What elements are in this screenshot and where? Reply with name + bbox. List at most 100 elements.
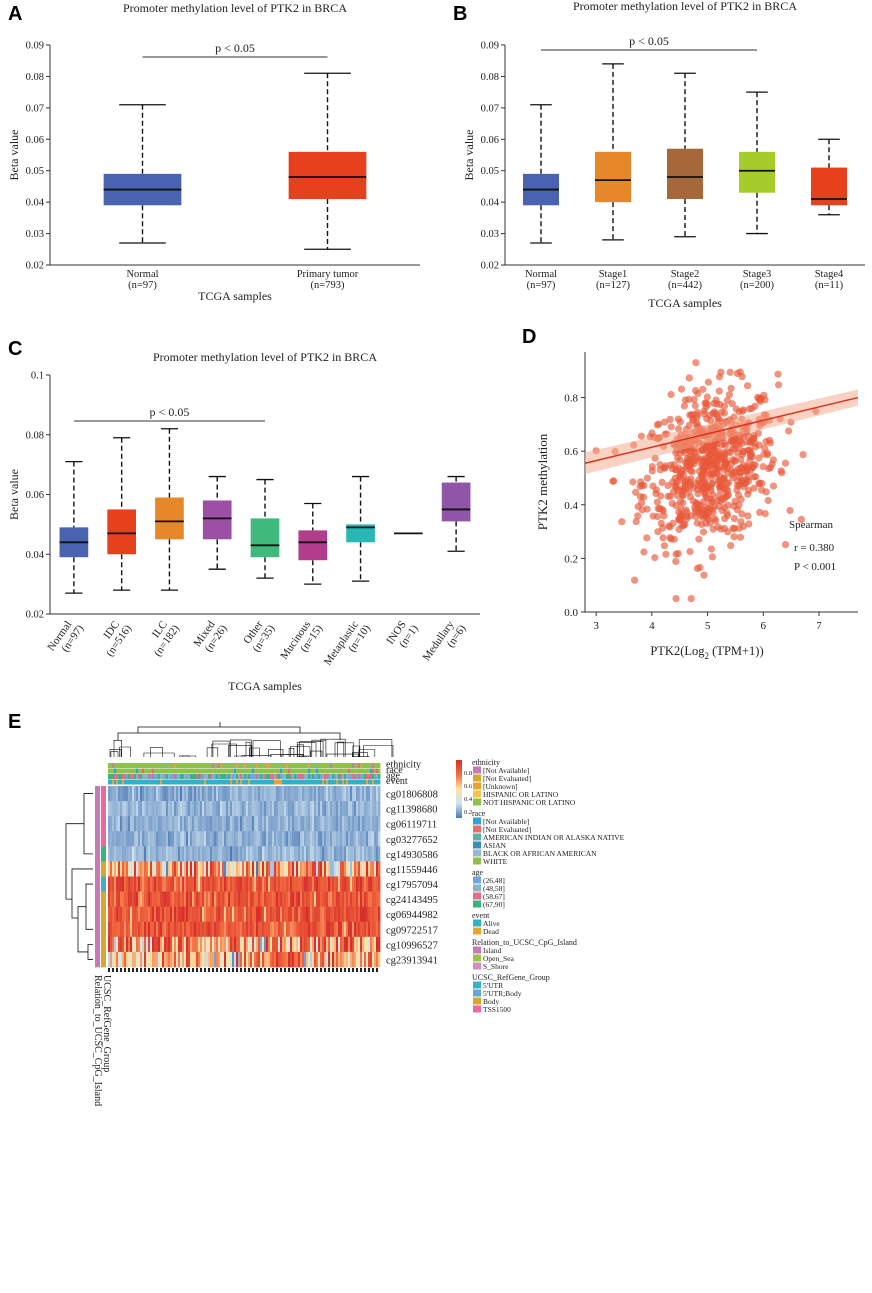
annotation-track-cell — [224, 768, 227, 774]
heatmap-cell — [138, 801, 141, 817]
heatmap-cell — [354, 906, 357, 923]
heatmap-cell — [138, 816, 141, 832]
annotation-track-cell — [142, 763, 145, 768]
annotation-track-cell — [252, 763, 255, 768]
annotation-track-cell — [164, 774, 167, 779]
column-tick — [220, 968, 222, 972]
annotation-track-cell — [304, 763, 307, 768]
annotation-track-cell — [164, 768, 167, 774]
heatmap-cell — [200, 816, 203, 832]
scatter-point — [682, 485, 690, 493]
dendrogram-branch — [311, 739, 327, 757]
legend-item-label: NOT HISPANIC OR LATINO — [483, 798, 576, 807]
annotation-track-cell — [340, 779, 343, 785]
side-track-cpg-island — [95, 906, 100, 923]
heatmap-cell — [298, 876, 301, 892]
heatmap-cell — [224, 801, 227, 817]
heatmap-cell — [130, 936, 133, 953]
annotation-track-cell — [310, 763, 313, 768]
heatmap-cell — [122, 951, 125, 968]
heatmap-cell — [128, 846, 131, 862]
legend-item-label: (58,67] — [483, 892, 505, 901]
heatmap-cell — [216, 816, 219, 832]
annotation-track-cell — [316, 779, 319, 785]
scatter-point — [634, 512, 642, 520]
x-category-label: Normal — [126, 269, 158, 280]
heatmap-cell — [128, 801, 131, 817]
heatmap-cell — [122, 816, 125, 832]
heatmap-cell — [358, 831, 361, 847]
annotation-track-cell — [320, 779, 323, 785]
annotation-track-cell — [256, 779, 259, 785]
heatmap-cell — [262, 816, 265, 832]
legend-section-title: event — [472, 911, 490, 920]
heatmap-cell — [328, 801, 331, 817]
heatmap-cell — [316, 891, 319, 907]
annotation-track-cell — [134, 774, 137, 779]
annotation-track-cell — [364, 768, 367, 774]
heatmap-cell — [196, 936, 199, 953]
heatmap-cell — [226, 876, 229, 892]
heatmap-cell — [286, 816, 289, 832]
heatmap-cell — [340, 831, 343, 847]
heatmap-cell — [284, 861, 287, 877]
x-axis-title: TCGA samples — [198, 289, 272, 303]
heatmap-cell — [236, 876, 239, 892]
annotation-track-cell — [152, 768, 155, 774]
heatmap-cell — [352, 906, 355, 923]
heatmap-cell — [180, 921, 183, 938]
heatmap-cell — [252, 861, 255, 877]
heatmap-cell — [356, 951, 359, 968]
annotation-track-label: event — [386, 776, 408, 787]
heatmap-cell — [306, 936, 309, 953]
heatmap-cell — [204, 846, 207, 862]
heatmap-cell — [286, 861, 289, 877]
heatmap-cell — [146, 936, 149, 953]
heatmap-cell — [162, 936, 165, 953]
heatmap-cell — [344, 861, 347, 877]
heatmap-cell — [136, 846, 139, 862]
heatmap-cell — [374, 951, 377, 968]
heatmap-cell — [270, 906, 273, 923]
heatmap-cell — [232, 876, 235, 892]
heatmap-cell — [128, 786, 131, 802]
heatmap-cell — [156, 891, 159, 907]
annotation-track-cell — [268, 774, 271, 779]
heatmap-cell — [172, 891, 175, 907]
scatter-point — [763, 449, 772, 457]
heatmap-cell — [160, 846, 163, 862]
annotation-track-cell — [288, 774, 291, 779]
annotation-track-cell — [164, 763, 167, 768]
heatmap-cell — [238, 936, 241, 953]
heatmap-cell — [224, 846, 227, 862]
heatmap-cell — [126, 936, 129, 953]
heatmap-cell — [248, 801, 251, 817]
heatmap-cell — [314, 876, 317, 892]
annotation-track-cell — [264, 768, 267, 774]
annotation-track-cell — [116, 779, 119, 785]
heatmap-cell — [206, 891, 209, 907]
annotation-track-cell — [310, 768, 313, 774]
heatmap-cell — [152, 801, 155, 817]
heatmap-cell — [186, 936, 189, 953]
column-tick — [228, 968, 230, 972]
heatmap-cell — [136, 921, 139, 938]
heatmap-cell — [142, 786, 145, 802]
annotation-track-cell — [232, 779, 235, 785]
heatmap-cell — [112, 906, 115, 923]
heatmap-cell — [160, 921, 163, 938]
heatmap-cell — [142, 816, 145, 832]
annotation-track-cell — [200, 768, 203, 774]
heatmap-cell — [298, 786, 301, 802]
heatmap-cell — [268, 921, 271, 938]
heatmap-cell — [306, 906, 309, 923]
heatmap-cell — [352, 816, 355, 832]
heatmap-cell — [290, 891, 293, 907]
annotation-track-cell — [256, 763, 259, 768]
heatmap-cell — [250, 861, 253, 877]
heatmap-cell — [180, 861, 183, 877]
heatmap-cell — [134, 861, 137, 877]
heatmap-cell — [194, 801, 197, 817]
heatmap-cell — [244, 891, 247, 907]
y-tick-label: 0.03 — [26, 229, 44, 240]
